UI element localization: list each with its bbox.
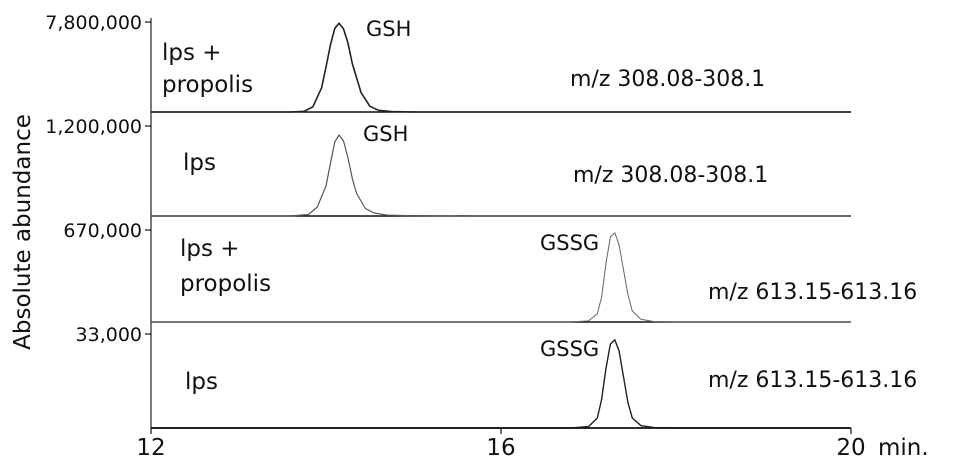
y-max-label: 7,800,000	[45, 12, 142, 34]
sample-label: lps +	[162, 40, 222, 66]
sample-label: propolis	[162, 72, 253, 98]
y-max-label: 1,200,000	[45, 116, 142, 138]
mz-range-label: m/z 308.08-308.1	[570, 67, 765, 92]
peak-label: GSH	[366, 17, 411, 41]
chromatogram-trace	[151, 339, 851, 429]
chromatogram-panel: 7,800,000 lps + propolis m/z 308.08-308.1 GS…	[45, 12, 851, 113]
chromatogram-trace	[151, 232, 851, 323]
chromatogram-trace	[151, 134, 851, 217]
chromatogram-panel: 670,000 lps + propolis m/z 613.15-613.16 GSS…	[63, 220, 917, 323]
mz-range-label: m/z 613.15-613.16	[708, 368, 917, 393]
panels: 7,800,000 lps + propolis m/z 308.08-308.1 GS…	[45, 12, 917, 429]
y-axis-label: Absolute abundance	[10, 114, 36, 350]
x-tick-label: 16	[486, 435, 515, 459]
y-max-label: 33,000	[76, 324, 142, 346]
x-axis: 12 16 20 min.	[136, 427, 929, 459]
chromatogram-panel: 33,000 lps m/z 613.15-613.16 GSSG	[76, 324, 917, 429]
x-axis-unit-label: min.	[878, 435, 929, 459]
x-tick-label: 12	[136, 435, 165, 459]
sample-label: lps	[185, 369, 218, 395]
chromatogram-trace	[151, 22, 851, 113]
y-max-label: 670,000	[63, 220, 142, 242]
peak-label: GSH	[363, 122, 408, 146]
x-tick-label: 20	[836, 435, 865, 459]
mz-range-label: m/z 308.08-308.1	[573, 163, 768, 188]
mz-range-label: m/z 613.15-613.16	[708, 280, 917, 305]
sample-label: propolis	[180, 271, 271, 297]
sample-label: lps	[183, 150, 216, 176]
sample-label: lps +	[180, 236, 240, 262]
chromatogram-panel: 1,200,000 lps m/z 308.08-308.1 GSH	[45, 116, 851, 217]
peak-label: GSSG	[540, 231, 599, 255]
peak-label: GSSG	[540, 337, 599, 361]
